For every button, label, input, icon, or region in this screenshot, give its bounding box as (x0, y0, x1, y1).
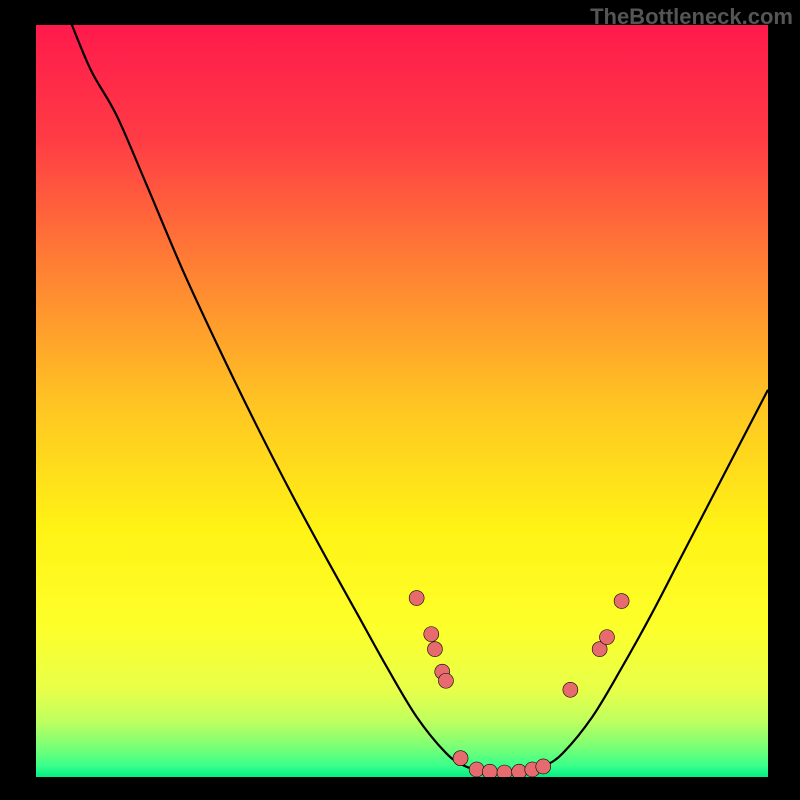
data-marker (438, 673, 453, 688)
data-marker (482, 764, 497, 777)
data-marker (536, 759, 551, 774)
data-marker (409, 591, 424, 606)
data-marker (453, 751, 468, 766)
data-marker (469, 762, 484, 777)
data-marker (599, 630, 614, 645)
data-marker (563, 682, 578, 697)
data-marker (497, 765, 512, 777)
chart-svg (36, 25, 768, 777)
plot-area (36, 25, 768, 777)
data-marker (512, 764, 527, 777)
data-marker (427, 642, 442, 657)
data-marker (614, 594, 629, 609)
curve-line (69, 25, 768, 772)
data-marker (424, 627, 439, 642)
watermark: TheBottleneck.com (590, 4, 793, 30)
